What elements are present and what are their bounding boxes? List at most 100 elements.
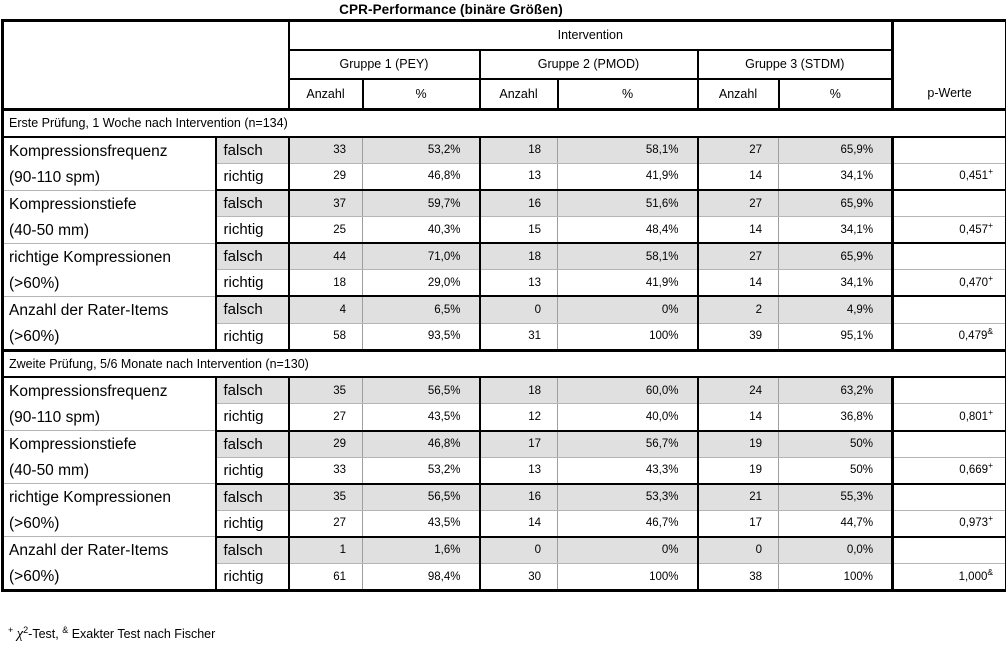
footnote: + χ2-Test, & Exakter Test nach Fischer bbox=[8, 626, 1006, 643]
g3-percent-value: 65,9% bbox=[779, 243, 893, 270]
g1-anzahl-value: 27 bbox=[289, 404, 363, 431]
p-value-cell bbox=[893, 243, 1006, 270]
g3-anzahl-value: 39 bbox=[698, 323, 779, 350]
g3-percent-value: 65,9% bbox=[779, 137, 893, 164]
measure-label-cell: Anzahl der Rater-Items (>60%) bbox=[3, 537, 216, 591]
intervention-header: Intervention bbox=[289, 21, 893, 50]
g3-percent-header: % bbox=[779, 79, 893, 110]
g1-percent-value: 56,5% bbox=[363, 484, 480, 511]
g2-anzahl-value: 16 bbox=[480, 190, 558, 217]
g2-anzahl-value: 0 bbox=[480, 537, 558, 564]
p-value-cell: 0,451+ bbox=[893, 163, 1006, 190]
g2-percent-value: 60,0% bbox=[558, 377, 698, 404]
chi-square-marker: + bbox=[8, 625, 13, 635]
g1-anzahl-value: 1 bbox=[289, 537, 363, 564]
g3-percent-value: 65,9% bbox=[779, 190, 893, 217]
p-value: 0,669 bbox=[959, 464, 988, 476]
p-value-cell bbox=[893, 484, 1006, 511]
category-cell: richtig bbox=[216, 323, 289, 350]
g3-percent-value: 44,7% bbox=[779, 510, 893, 537]
measure-name: Anzahl der Rater-Items bbox=[9, 537, 215, 563]
g2-percent-value: 58,1% bbox=[558, 137, 698, 164]
measure-range: (>60%) bbox=[9, 270, 215, 296]
g1-percent-value: 53,2% bbox=[363, 137, 480, 164]
g3-anzahl-value: 14 bbox=[698, 270, 779, 297]
g3-anzahl-value: 19 bbox=[698, 457, 779, 484]
g1-percent-value: 1,6% bbox=[363, 537, 480, 564]
measure-range: (40-50 mm) bbox=[9, 457, 215, 483]
g3-anzahl-header: Anzahl bbox=[698, 79, 779, 110]
category-cell: falsch bbox=[216, 243, 289, 270]
g1-anzahl-value: 61 bbox=[289, 564, 363, 591]
g2-anzahl-value: 16 bbox=[480, 484, 558, 511]
g2-percent-value: 0% bbox=[558, 296, 698, 323]
measure-label-cell: Kompressionstiefe (40-50 mm) bbox=[3, 190, 216, 243]
g2-anzahl-value: 18 bbox=[480, 137, 558, 164]
g3-anzahl-value: 24 bbox=[698, 377, 779, 404]
g3-anzahl-value: 14 bbox=[698, 404, 779, 431]
g2-percent-value: 51,6% bbox=[558, 190, 698, 217]
g2-percent-value: 100% bbox=[558, 564, 698, 591]
p-value-cell bbox=[893, 190, 1006, 217]
category-cell: richtig bbox=[216, 163, 289, 190]
measure-range: (90-110 spm) bbox=[9, 404, 215, 430]
cpr-performance-table: Intervention p-Werte Gruppe 1 (PEY) Grup… bbox=[1, 19, 1006, 592]
g1-percent-value: 98,4% bbox=[363, 564, 480, 591]
category-cell: falsch bbox=[216, 137, 289, 164]
g2-anzahl-header: Anzahl bbox=[480, 79, 558, 110]
g1-percent-value: 56,5% bbox=[363, 377, 480, 404]
p-value: 0,451 bbox=[959, 170, 988, 182]
g1-percent-value: 93,5% bbox=[363, 323, 480, 350]
g2-anzahl-value: 18 bbox=[480, 243, 558, 270]
g2-anzahl-value: 13 bbox=[480, 457, 558, 484]
g2-anzahl-value: 17 bbox=[480, 431, 558, 458]
p-value: 0,973 bbox=[959, 517, 988, 529]
category-cell: falsch bbox=[216, 537, 289, 564]
g1-anzahl-header: Anzahl bbox=[289, 79, 363, 110]
g1-anzahl-value: 4 bbox=[289, 296, 363, 323]
measure-name: richtige Kompressionen bbox=[9, 244, 215, 270]
g3-anzahl-value: 14 bbox=[698, 163, 779, 190]
g2-percent-value: 0% bbox=[558, 537, 698, 564]
measure-name: Kompressionsfrequenz bbox=[9, 138, 215, 164]
g1-anzahl-value: 27 bbox=[289, 510, 363, 537]
measure-range: (40-50 mm) bbox=[9, 217, 215, 243]
g2-anzahl-value: 12 bbox=[480, 404, 558, 431]
measure-label-cell: richtige Kompressionen (>60%) bbox=[3, 243, 216, 296]
category-cell: falsch bbox=[216, 431, 289, 458]
p-value-cell bbox=[893, 537, 1006, 564]
category-cell: richtig bbox=[216, 510, 289, 537]
g3-percent-value: 55,3% bbox=[779, 484, 893, 511]
group1-header: Gruppe 1 (PEY) bbox=[289, 50, 480, 79]
g3-percent-value: 50% bbox=[779, 431, 893, 458]
g3-percent-value: 0,0% bbox=[779, 537, 893, 564]
g1-anzahl-value: 35 bbox=[289, 377, 363, 404]
section-heading-row: Erste Prüfung, 1 Woche nach Intervention… bbox=[3, 110, 1006, 137]
p-value-cell bbox=[893, 431, 1006, 458]
g1-anzahl-value: 37 bbox=[289, 190, 363, 217]
p-value: 0,801 bbox=[959, 411, 988, 423]
g2-anzahl-value: 14 bbox=[480, 510, 558, 537]
measure-name: Anzahl der Rater-Items bbox=[9, 297, 215, 323]
g3-anzahl-value: 27 bbox=[698, 190, 779, 217]
g1-percent-value: 29,0% bbox=[363, 270, 480, 297]
g1-percent-value: 40,3% bbox=[363, 217, 480, 244]
p-value-cell: 1,000& bbox=[893, 564, 1006, 591]
g1-anzahl-value: 29 bbox=[289, 431, 363, 458]
table-row: richtige Kompressionen (>60%) falsch 44 … bbox=[3, 243, 1006, 270]
p-value-cell bbox=[893, 296, 1006, 323]
g3-percent-value: 34,1% bbox=[779, 217, 893, 244]
g2-percent-value: 41,9% bbox=[558, 270, 698, 297]
g2-anzahl-value: 31 bbox=[480, 323, 558, 350]
group2-header: Gruppe 2 (PMOD) bbox=[480, 50, 698, 79]
measure-name: richtige Kompressionen bbox=[9, 484, 215, 510]
g1-anzahl-value: 58 bbox=[289, 323, 363, 350]
g2-percent-header: % bbox=[558, 79, 698, 110]
category-cell: richtig bbox=[216, 404, 289, 431]
g1-percent-value: 53,2% bbox=[363, 457, 480, 484]
table-title: CPR-Performance (binäre Größen) bbox=[0, 2, 954, 17]
g3-anzahl-value: 27 bbox=[698, 243, 779, 270]
g3-anzahl-value: 38 bbox=[698, 564, 779, 591]
g3-percent-value: 36,8% bbox=[779, 404, 893, 431]
g2-percent-value: 40,0% bbox=[558, 404, 698, 431]
